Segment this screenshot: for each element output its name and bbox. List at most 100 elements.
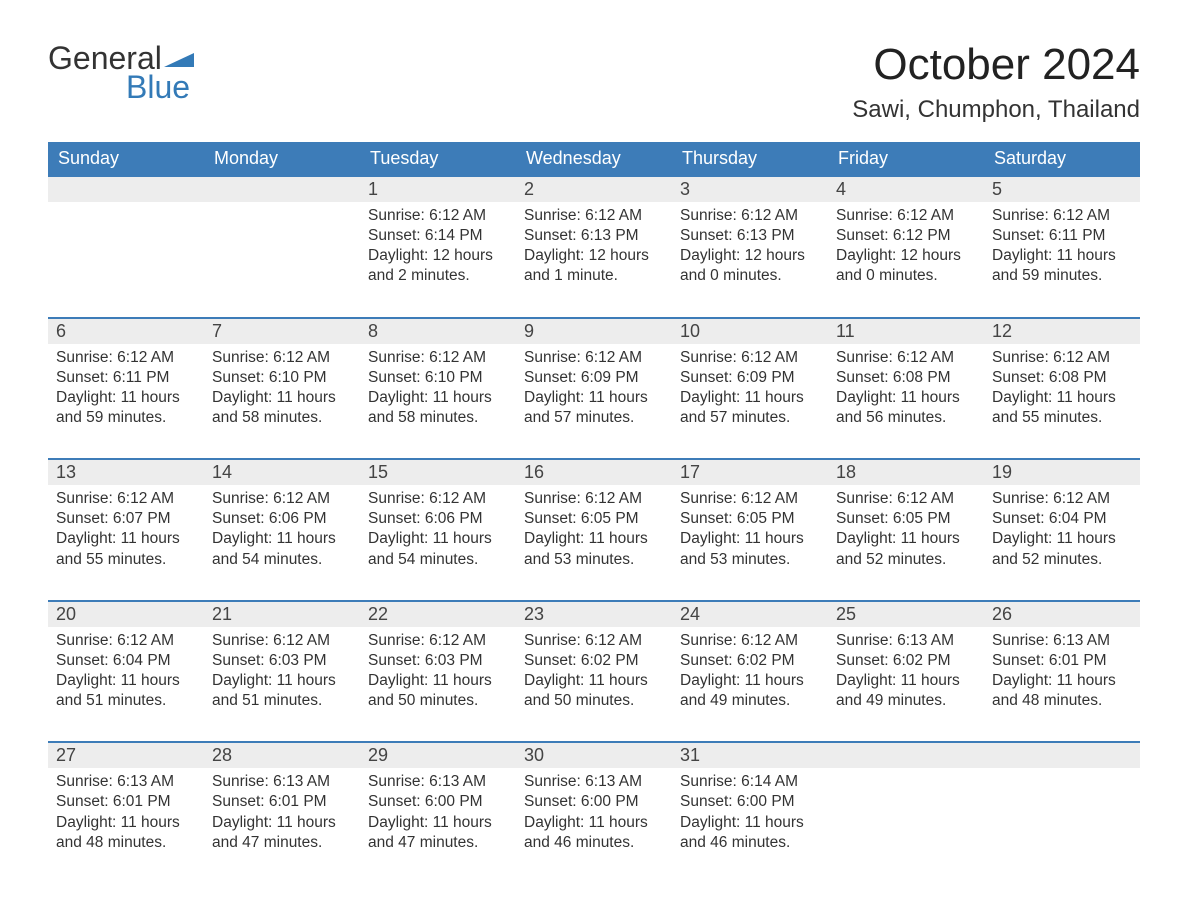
day-number: 18 [828, 460, 984, 485]
daylight-line: Daylight: 11 hours and 59 minutes. [56, 389, 180, 426]
day-number: 21 [204, 602, 360, 627]
day-body [48, 202, 204, 298]
calendar-cell: 6Sunrise: 6:12 AMSunset: 6:11 PMDaylight… [48, 318, 204, 460]
day-body: Sunrise: 6:12 AMSunset: 6:04 PMDaylight:… [984, 485, 1140, 600]
sunset-line: Sunset: 6:07 PM [56, 510, 171, 527]
daylight-line: Daylight: 11 hours and 49 minutes. [836, 672, 960, 709]
day-body: Sunrise: 6:14 AMSunset: 6:00 PMDaylight:… [672, 768, 828, 883]
sunset-line: Sunset: 6:13 PM [524, 227, 639, 244]
logo-word2: Blue [126, 69, 194, 106]
daylight-line: Daylight: 11 hours and 50 minutes. [368, 672, 492, 709]
day-number [204, 177, 360, 202]
sunrise-line: Sunrise: 6:13 AM [56, 773, 174, 790]
calendar-cell: 23Sunrise: 6:12 AMSunset: 6:02 PMDayligh… [516, 601, 672, 743]
day-number [828, 743, 984, 768]
sunrise-line: Sunrise: 6:12 AM [56, 490, 174, 507]
calendar-cell: 16Sunrise: 6:12 AMSunset: 6:05 PMDayligh… [516, 459, 672, 601]
logo-flag-icon [164, 49, 194, 69]
calendar-week: 1Sunrise: 6:12 AMSunset: 6:14 PMDaylight… [48, 176, 1140, 318]
day-number: 9 [516, 319, 672, 344]
day-body: Sunrise: 6:12 AMSunset: 6:11 PMDaylight:… [984, 202, 1140, 317]
sunset-line: Sunset: 6:02 PM [836, 652, 951, 669]
sunset-line: Sunset: 6:03 PM [368, 652, 483, 669]
day-body: Sunrise: 6:12 AMSunset: 6:05 PMDaylight:… [516, 485, 672, 600]
daylight-line: Daylight: 11 hours and 46 minutes. [524, 814, 648, 851]
day-body: Sunrise: 6:12 AMSunset: 6:07 PMDaylight:… [48, 485, 204, 600]
day-body: Sunrise: 6:12 AMSunset: 6:08 PMDaylight:… [828, 344, 984, 459]
daylight-line: Daylight: 11 hours and 54 minutes. [212, 530, 336, 567]
daylight-line: Daylight: 11 hours and 46 minutes. [680, 814, 804, 851]
sunset-line: Sunset: 6:03 PM [212, 652, 327, 669]
day-number [48, 177, 204, 202]
calendar-cell: 22Sunrise: 6:12 AMSunset: 6:03 PMDayligh… [360, 601, 516, 743]
sunrise-line: Sunrise: 6:12 AM [524, 349, 642, 366]
day-body: Sunrise: 6:12 AMSunset: 6:09 PMDaylight:… [516, 344, 672, 459]
day-number [984, 743, 1140, 768]
sunrise-line: Sunrise: 6:12 AM [836, 349, 954, 366]
day-body: Sunrise: 6:12 AMSunset: 6:02 PMDaylight:… [672, 627, 828, 742]
day-number: 4 [828, 177, 984, 202]
calendar-cell: 12Sunrise: 6:12 AMSunset: 6:08 PMDayligh… [984, 318, 1140, 460]
sunrise-line: Sunrise: 6:12 AM [368, 490, 486, 507]
day-number: 8 [360, 319, 516, 344]
sunrise-line: Sunrise: 6:12 AM [680, 207, 798, 224]
day-number: 29 [360, 743, 516, 768]
sunrise-line: Sunrise: 6:12 AM [368, 632, 486, 649]
calendar-cell: 30Sunrise: 6:13 AMSunset: 6:00 PMDayligh… [516, 742, 672, 883]
weekday-header: Wednesday [516, 142, 672, 176]
sunrise-line: Sunrise: 6:13 AM [836, 632, 954, 649]
calendar-cell [48, 176, 204, 318]
daylight-line: Daylight: 11 hours and 53 minutes. [680, 530, 804, 567]
daylight-line: Daylight: 11 hours and 48 minutes. [992, 672, 1116, 709]
daylight-line: Daylight: 11 hours and 54 minutes. [368, 530, 492, 567]
day-number: 24 [672, 602, 828, 627]
calendar-cell: 8Sunrise: 6:12 AMSunset: 6:10 PMDaylight… [360, 318, 516, 460]
day-body: Sunrise: 6:12 AMSunset: 6:12 PMDaylight:… [828, 202, 984, 317]
day-number: 25 [828, 602, 984, 627]
day-number: 20 [48, 602, 204, 627]
daylight-line: Daylight: 11 hours and 51 minutes. [56, 672, 180, 709]
day-number: 28 [204, 743, 360, 768]
sunrise-line: Sunrise: 6:12 AM [56, 349, 174, 366]
day-body [204, 202, 360, 298]
day-body: Sunrise: 6:12 AMSunset: 6:02 PMDaylight:… [516, 627, 672, 742]
calendar-week: 13Sunrise: 6:12 AMSunset: 6:07 PMDayligh… [48, 459, 1140, 601]
sunrise-line: Sunrise: 6:12 AM [212, 490, 330, 507]
calendar-cell: 11Sunrise: 6:12 AMSunset: 6:08 PMDayligh… [828, 318, 984, 460]
calendar-cell: 20Sunrise: 6:12 AMSunset: 6:04 PMDayligh… [48, 601, 204, 743]
daylight-line: Daylight: 11 hours and 49 minutes. [680, 672, 804, 709]
calendar-cell [204, 176, 360, 318]
sunset-line: Sunset: 6:02 PM [524, 652, 639, 669]
day-number: 2 [516, 177, 672, 202]
location: Sawi, Chumphon, Thailand [852, 96, 1140, 124]
calendar-cell: 26Sunrise: 6:13 AMSunset: 6:01 PMDayligh… [984, 601, 1140, 743]
day-body: Sunrise: 6:13 AMSunset: 6:00 PMDaylight:… [516, 768, 672, 883]
sunset-line: Sunset: 6:00 PM [524, 793, 639, 810]
sunrise-line: Sunrise: 6:12 AM [680, 349, 798, 366]
day-body: Sunrise: 6:12 AMSunset: 6:13 PMDaylight:… [516, 202, 672, 317]
day-number: 31 [672, 743, 828, 768]
sunrise-line: Sunrise: 6:12 AM [836, 490, 954, 507]
sunset-line: Sunset: 6:09 PM [680, 369, 795, 386]
day-body: Sunrise: 6:12 AMSunset: 6:03 PMDaylight:… [204, 627, 360, 742]
calendar-cell: 17Sunrise: 6:12 AMSunset: 6:05 PMDayligh… [672, 459, 828, 601]
daylight-line: Daylight: 11 hours and 52 minutes. [836, 530, 960, 567]
calendar-cell: 21Sunrise: 6:12 AMSunset: 6:03 PMDayligh… [204, 601, 360, 743]
day-number: 19 [984, 460, 1140, 485]
day-body: Sunrise: 6:13 AMSunset: 6:01 PMDaylight:… [48, 768, 204, 883]
day-body: Sunrise: 6:12 AMSunset: 6:11 PMDaylight:… [48, 344, 204, 459]
day-number: 14 [204, 460, 360, 485]
daylight-line: Daylight: 11 hours and 50 minutes. [524, 672, 648, 709]
sunset-line: Sunset: 6:02 PM [680, 652, 795, 669]
weekday-header: Thursday [672, 142, 828, 176]
day-number: 27 [48, 743, 204, 768]
sunset-line: Sunset: 6:04 PM [992, 510, 1107, 527]
sunset-line: Sunset: 6:01 PM [212, 793, 327, 810]
sunrise-line: Sunrise: 6:12 AM [56, 632, 174, 649]
day-body: Sunrise: 6:12 AMSunset: 6:10 PMDaylight:… [204, 344, 360, 459]
sunset-line: Sunset: 6:01 PM [992, 652, 1107, 669]
sunrise-line: Sunrise: 6:12 AM [212, 349, 330, 366]
calendar-cell: 29Sunrise: 6:13 AMSunset: 6:00 PMDayligh… [360, 742, 516, 883]
sunrise-line: Sunrise: 6:12 AM [680, 490, 798, 507]
sunrise-line: Sunrise: 6:12 AM [992, 490, 1110, 507]
